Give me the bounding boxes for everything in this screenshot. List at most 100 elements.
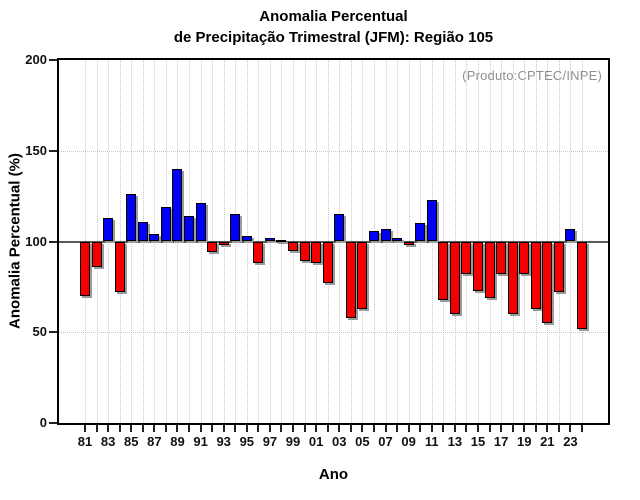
y-tick-label-100: 100 bbox=[25, 233, 47, 249]
plot-area: (Produto:CPTEC/INPE) bbox=[57, 58, 610, 425]
x-tick-21 bbox=[546, 425, 549, 432]
y-tick-150 bbox=[49, 149, 57, 152]
x-tick-85 bbox=[130, 425, 133, 432]
x-tick-88 bbox=[164, 425, 167, 432]
x-tick-label-01: 01 bbox=[308, 434, 324, 449]
bar-88 bbox=[160, 207, 171, 242]
bar-89 bbox=[172, 168, 183, 242]
bar-07 bbox=[380, 228, 391, 242]
bar-16 bbox=[484, 241, 495, 298]
x-tick-10 bbox=[419, 425, 422, 432]
bar-04 bbox=[345, 241, 356, 318]
y-tick-100 bbox=[49, 240, 57, 243]
x-tick-03 bbox=[338, 425, 341, 432]
h-gridline-50 bbox=[59, 332, 608, 334]
x-tick-label-97: 97 bbox=[262, 434, 278, 449]
bar-83 bbox=[103, 217, 114, 242]
bar-05 bbox=[357, 241, 368, 309]
bar-24 bbox=[577, 241, 587, 329]
bar-87 bbox=[149, 234, 160, 242]
x-tick-14 bbox=[465, 425, 468, 432]
bar-96 bbox=[253, 241, 264, 264]
bar-11 bbox=[426, 199, 437, 242]
bar-02 bbox=[322, 241, 333, 284]
x-tick-label-07: 07 bbox=[378, 434, 393, 449]
x-tick-94 bbox=[234, 425, 237, 432]
bar-12 bbox=[438, 241, 449, 300]
x-tick-00 bbox=[303, 425, 306, 432]
bar-86 bbox=[137, 221, 148, 242]
bar-92 bbox=[207, 241, 218, 253]
x-tick-96 bbox=[257, 425, 260, 432]
x-tick-18 bbox=[511, 425, 514, 432]
x-tick-label-95: 95 bbox=[239, 434, 255, 449]
x-tick-93 bbox=[222, 425, 225, 432]
bar-23 bbox=[565, 228, 576, 242]
x-tick-09 bbox=[407, 425, 410, 432]
bar-95 bbox=[241, 236, 252, 242]
x-tick-17 bbox=[500, 425, 503, 432]
x-tick-19 bbox=[523, 425, 526, 432]
chart-title-line1: Anomalia Percentual bbox=[259, 8, 408, 25]
x-tick-12 bbox=[442, 425, 445, 432]
x-tick-label-91: 91 bbox=[193, 434, 208, 449]
x-tick-label-89: 89 bbox=[170, 434, 185, 449]
y-tick-label-50: 50 bbox=[32, 324, 47, 340]
bar-10 bbox=[415, 223, 426, 242]
x-tick-97 bbox=[268, 425, 271, 432]
bar-85 bbox=[126, 194, 137, 242]
x-tick-label-81: 81 bbox=[77, 434, 93, 449]
x-tick-81 bbox=[84, 425, 86, 432]
x-tick-23 bbox=[569, 425, 572, 432]
bar-00 bbox=[299, 241, 310, 262]
y-tick-label-0: 0 bbox=[39, 415, 47, 430]
x-tick-label-23: 23 bbox=[563, 434, 578, 449]
x-tick-01 bbox=[315, 425, 318, 432]
y-tick-label-200: 200 bbox=[25, 52, 47, 67]
x-tick-label-85: 85 bbox=[123, 434, 139, 449]
bar-21 bbox=[542, 241, 553, 324]
x-axis-title: Ano bbox=[318, 466, 349, 483]
bar-20 bbox=[530, 241, 541, 309]
x-tick-label-05: 05 bbox=[355, 434, 370, 449]
bar-84 bbox=[114, 241, 125, 293]
bar-15 bbox=[472, 241, 483, 291]
bar-09 bbox=[403, 241, 414, 246]
x-tick-label-13: 13 bbox=[447, 434, 463, 449]
x-tick-99 bbox=[292, 425, 295, 432]
x-tick-label-99: 99 bbox=[285, 434, 301, 449]
x-tick-89 bbox=[176, 425, 179, 432]
y-tick-label-150: 150 bbox=[25, 142, 47, 158]
x-tick-83 bbox=[107, 425, 110, 432]
x-tick-24 bbox=[581, 425, 583, 432]
x-tick-label-11: 11 bbox=[424, 434, 439, 449]
x-tick-95 bbox=[245, 425, 248, 432]
x-tick-07 bbox=[384, 425, 387, 432]
bar-03 bbox=[334, 214, 345, 242]
x-tick-84 bbox=[118, 425, 121, 432]
x-tick-label-93: 93 bbox=[216, 434, 231, 449]
chart-title-line2: de Precipitação Trimestral (JFM): Região… bbox=[173, 29, 494, 46]
bar-90 bbox=[184, 216, 195, 242]
x-tick-label-17: 17 bbox=[493, 434, 509, 449]
x-tick-label-83: 83 bbox=[100, 434, 116, 449]
x-tick-98 bbox=[280, 425, 283, 432]
bar-08 bbox=[392, 237, 403, 242]
x-tick-label-09: 09 bbox=[401, 434, 416, 449]
x-tick-92 bbox=[211, 425, 214, 432]
x-tick-label-19: 19 bbox=[516, 434, 532, 449]
bar-82 bbox=[91, 241, 102, 267]
x-tick-label-87: 87 bbox=[147, 434, 162, 449]
x-tick-05 bbox=[361, 425, 364, 432]
x-tick-11 bbox=[430, 425, 433, 432]
bar-99 bbox=[288, 241, 299, 251]
x-tick-90 bbox=[188, 425, 191, 432]
bar-18 bbox=[507, 241, 518, 315]
x-tick-label-21: 21 bbox=[540, 434, 555, 449]
bar-17 bbox=[496, 241, 507, 275]
bar-97 bbox=[264, 237, 275, 242]
x-tick-20 bbox=[534, 425, 537, 432]
bar-98 bbox=[276, 239, 287, 242]
bar-22 bbox=[553, 241, 564, 293]
